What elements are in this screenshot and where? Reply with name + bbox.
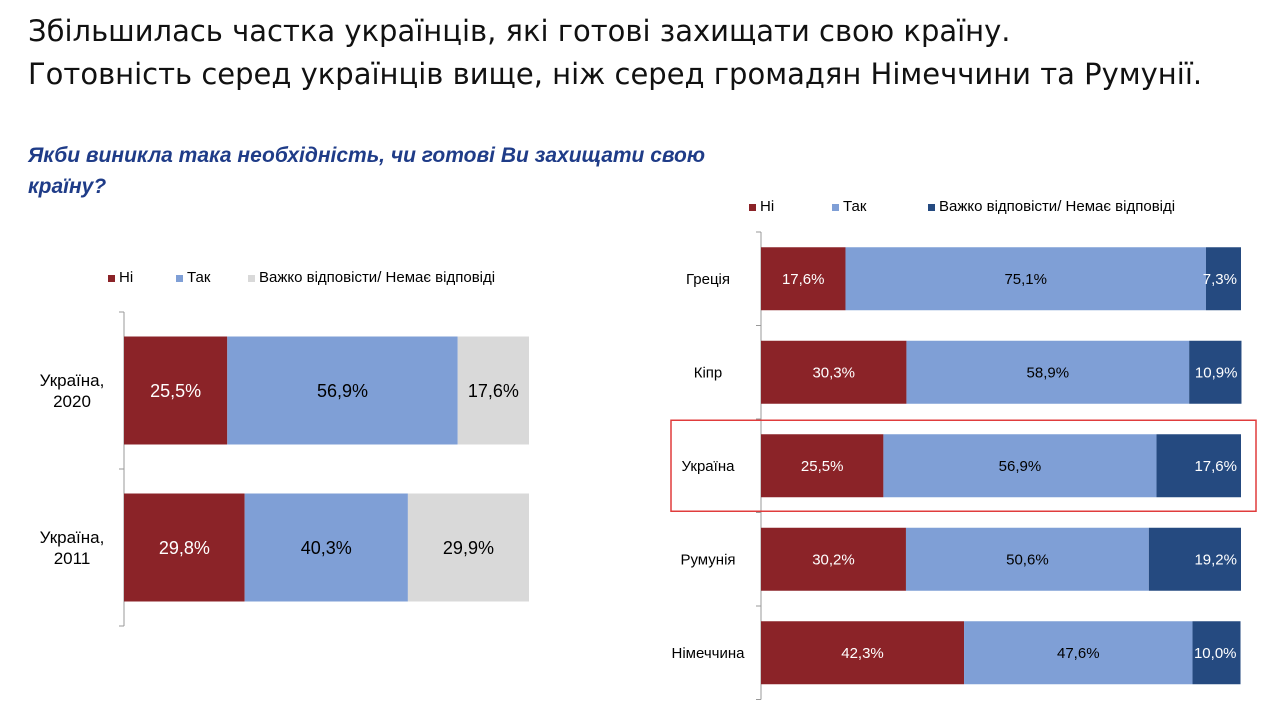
legend-label-1: Так bbox=[843, 198, 867, 215]
category-label: Румунія bbox=[680, 552, 735, 569]
bar-segment bbox=[457, 336, 529, 445]
chart-ukraine-years: Ні Так Важко відповісти/ Немає відповіді 25… bbox=[40, 269, 529, 627]
bar-segment bbox=[1192, 621, 1241, 685]
data-label: 17,6% bbox=[1194, 458, 1237, 475]
bar-segment bbox=[1148, 527, 1241, 591]
bar-segment bbox=[227, 336, 458, 445]
bar-segment bbox=[124, 493, 245, 602]
data-label: 29,8% bbox=[159, 538, 210, 558]
data-label: 47,6% bbox=[1057, 645, 1100, 662]
data-label: 58,9% bbox=[1027, 365, 1070, 382]
category-label: Кіпр bbox=[694, 365, 723, 382]
legend-swatch-1 bbox=[832, 204, 839, 211]
bar-segment bbox=[124, 336, 228, 445]
survey-question: Якби виникла така необхідність, чи готов… bbox=[28, 144, 706, 198]
bar-segment bbox=[964, 621, 1193, 685]
legend-swatch-2 bbox=[928, 204, 935, 211]
highlight-box bbox=[670, 419, 1257, 512]
title-line-1: Збільшилась частка українців, які готові… bbox=[28, 14, 1011, 48]
category-label: Україна bbox=[682, 458, 736, 475]
legend-label-0: Ні bbox=[119, 269, 133, 286]
data-label: 56,9% bbox=[317, 381, 368, 401]
chart-countries: Ні Так Важко відповісти/ Немає відповіді 17… bbox=[670, 198, 1257, 700]
bar-segment bbox=[906, 340, 1190, 404]
category-label: Україна, bbox=[40, 528, 105, 547]
data-label: 17,6% bbox=[782, 271, 825, 288]
bar-segment bbox=[761, 527, 906, 591]
data-label: 30,3% bbox=[812, 365, 855, 382]
legend-swatch-2 bbox=[248, 275, 255, 282]
category-label: 2020 bbox=[53, 392, 91, 411]
legend-label-0: Ні bbox=[760, 198, 774, 215]
data-label: 19,2% bbox=[1194, 552, 1237, 569]
data-label: 50,6% bbox=[1006, 552, 1049, 569]
bar-segment bbox=[761, 434, 884, 498]
bar-segment bbox=[407, 493, 529, 602]
legend-swatch-1 bbox=[176, 275, 183, 282]
legend-swatch-0 bbox=[749, 204, 756, 211]
category-label: Україна, bbox=[40, 371, 105, 390]
bar-segment bbox=[761, 340, 907, 404]
data-label: 25,5% bbox=[150, 381, 201, 401]
data-label: 7,3% bbox=[1203, 271, 1237, 288]
data-label: 17,6% bbox=[468, 381, 519, 401]
data-label: 25,5% bbox=[801, 458, 844, 475]
legend-swatch-0 bbox=[108, 275, 115, 282]
data-label: 10,9% bbox=[1195, 365, 1238, 382]
legend-label-2: Важко відповісти/ Немає відповіді bbox=[939, 198, 1175, 215]
data-label: 30,2% bbox=[812, 552, 855, 569]
data-label: 40,3% bbox=[301, 538, 352, 558]
legend-label-2: Важко відповісти/ Немає відповіді bbox=[259, 269, 495, 286]
title-line-2: Готовність серед українців вище, ніж сер… bbox=[28, 57, 1203, 91]
category-label: Греція bbox=[686, 271, 730, 288]
page-title: Збільшилась частка українців, які готові… bbox=[28, 10, 1202, 96]
category-label: Німеччина bbox=[672, 645, 746, 662]
bar-segment bbox=[1189, 340, 1242, 404]
bar-segment bbox=[883, 434, 1157, 498]
bar-segment bbox=[905, 527, 1149, 591]
legend-label-1: Так bbox=[187, 269, 211, 286]
bar-segment bbox=[1205, 247, 1241, 311]
bar-segment bbox=[1156, 434, 1241, 498]
data-label: 75,1% bbox=[1004, 271, 1047, 288]
bar-segment bbox=[845, 247, 1206, 311]
category-label: 2011 bbox=[54, 549, 91, 568]
data-label: 42,3% bbox=[841, 645, 884, 662]
bar-segment bbox=[761, 621, 965, 685]
data-label: 56,9% bbox=[999, 458, 1042, 475]
data-label: 10,0% bbox=[1194, 645, 1237, 662]
bar-segment bbox=[761, 247, 846, 311]
data-label: 29,9% bbox=[443, 538, 494, 558]
bar-segment bbox=[244, 493, 408, 602]
